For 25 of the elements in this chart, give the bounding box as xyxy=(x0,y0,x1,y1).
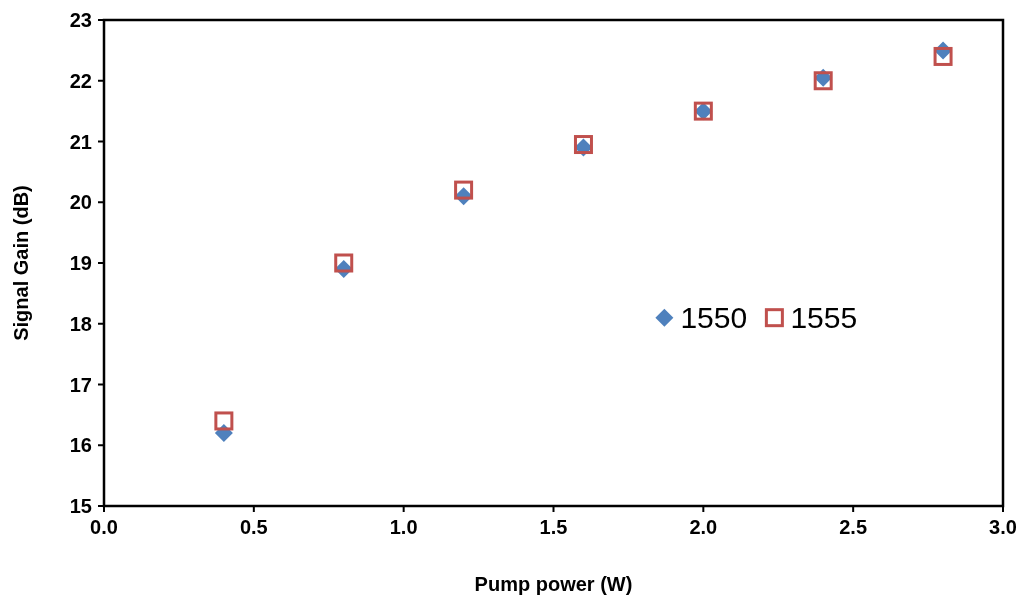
x-tick-label: 0.0 xyxy=(90,516,118,538)
point xyxy=(933,46,953,66)
y-tick-label: 17 xyxy=(69,373,92,396)
y-tick-label: 23 xyxy=(69,9,92,31)
y-tick-label: 15 xyxy=(69,495,92,517)
y-axis-title: Signal Gain (dB) xyxy=(10,185,32,341)
x-tick-label: 3.0 xyxy=(989,516,1017,538)
point xyxy=(214,411,234,431)
y-tick-label: 20 xyxy=(69,191,92,214)
legend-label: 1555 xyxy=(790,301,858,335)
legend-label: 1550 xyxy=(680,301,748,335)
y-tick-label: 16 xyxy=(69,434,92,457)
x-tick-label: 0.5 xyxy=(239,516,268,538)
x-tick-label: 2.0 xyxy=(689,516,718,538)
y-tick-label: 22 xyxy=(69,69,92,92)
x-tick-label: 1.0 xyxy=(389,516,418,538)
y-tick-label: 19 xyxy=(69,252,92,274)
y-tick-label: 18 xyxy=(69,312,92,335)
x-axis-title: Pump power (W) xyxy=(474,573,633,595)
y-tick-label: 21 xyxy=(69,130,92,153)
point xyxy=(334,253,354,273)
point xyxy=(813,71,833,91)
point xyxy=(454,180,474,200)
x-tick-label: 2.5 xyxy=(839,516,868,538)
x-tick-label: 1.5 xyxy=(539,516,568,538)
